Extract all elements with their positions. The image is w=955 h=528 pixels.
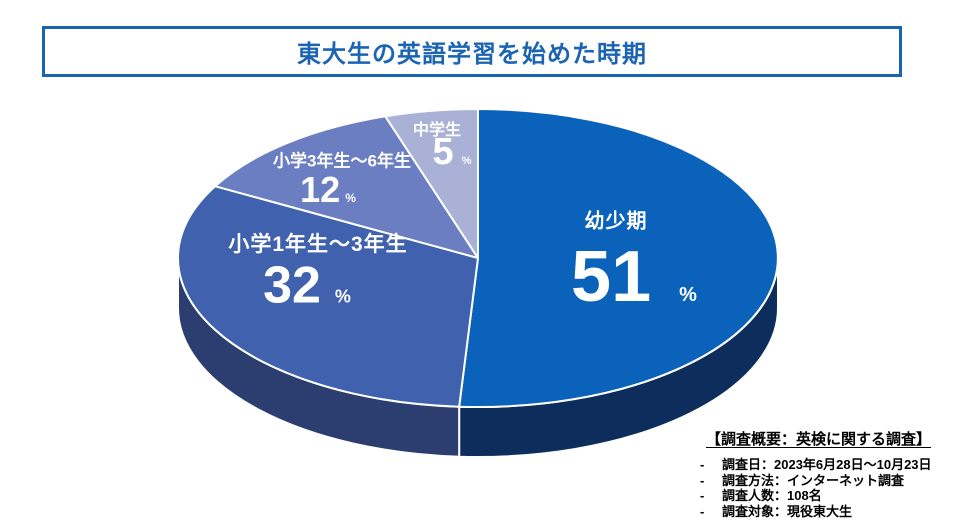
survey-date: 調査日：2023年6月28日〜10月23日 <box>722 457 932 472</box>
slice-percent-number: 12 <box>300 168 341 210</box>
chart-title-box: 東大生の英語学習を始めた時期 <box>42 26 902 77</box>
percent-sign: % <box>679 283 697 306</box>
slice-percent-number: 5 <box>432 130 454 173</box>
percent-sign: % <box>461 154 472 167</box>
slice-label-grade1-3: 小学1年生〜3年生 <box>228 233 408 256</box>
survey-title: 【調査概要：英検に関する調査】 <box>706 431 932 448</box>
survey-summary: 【調査概要：英検に関する調査】 - 調査日：2023年6月28日〜10月23日 … <box>696 428 952 519</box>
slice-value-junior-high: 5 % <box>432 130 472 173</box>
slice-percent-number: 32 <box>263 256 321 315</box>
survey-item: - 調査日：2023年6月28日〜10月23日 <box>700 457 932 472</box>
survey-item: - 調査方法：インターネット調査 <box>700 472 905 488</box>
slice-value-infancy: 51 % <box>571 236 697 317</box>
percent-sign: % <box>334 286 351 307</box>
slice-label-junior-high: 中学生 <box>412 122 462 139</box>
survey-method: 調査方法：インターネット調査 <box>722 472 905 488</box>
survey-count: 調査人数：108名 <box>722 488 822 503</box>
percent-sign: % <box>345 190 356 205</box>
slice-label-infancy: 幼少期 <box>584 210 648 233</box>
slice-label-grade3-6: 小学3年生〜6年生 <box>273 151 411 171</box>
slice-value-grade1-3: 32 % <box>263 256 351 315</box>
slice-percent-number: 51 <box>571 236 652 317</box>
survey-target: 調査対象：現役東大生 <box>722 503 853 519</box>
chart-title: 東大生の英語学習を始めた時期 <box>297 41 647 68</box>
survey-item: - 調査人数：108名 <box>700 488 822 503</box>
survey-item: - 調査対象：現役東大生 <box>700 503 853 519</box>
slice-value-grade3-6: 12 % <box>300 168 356 210</box>
